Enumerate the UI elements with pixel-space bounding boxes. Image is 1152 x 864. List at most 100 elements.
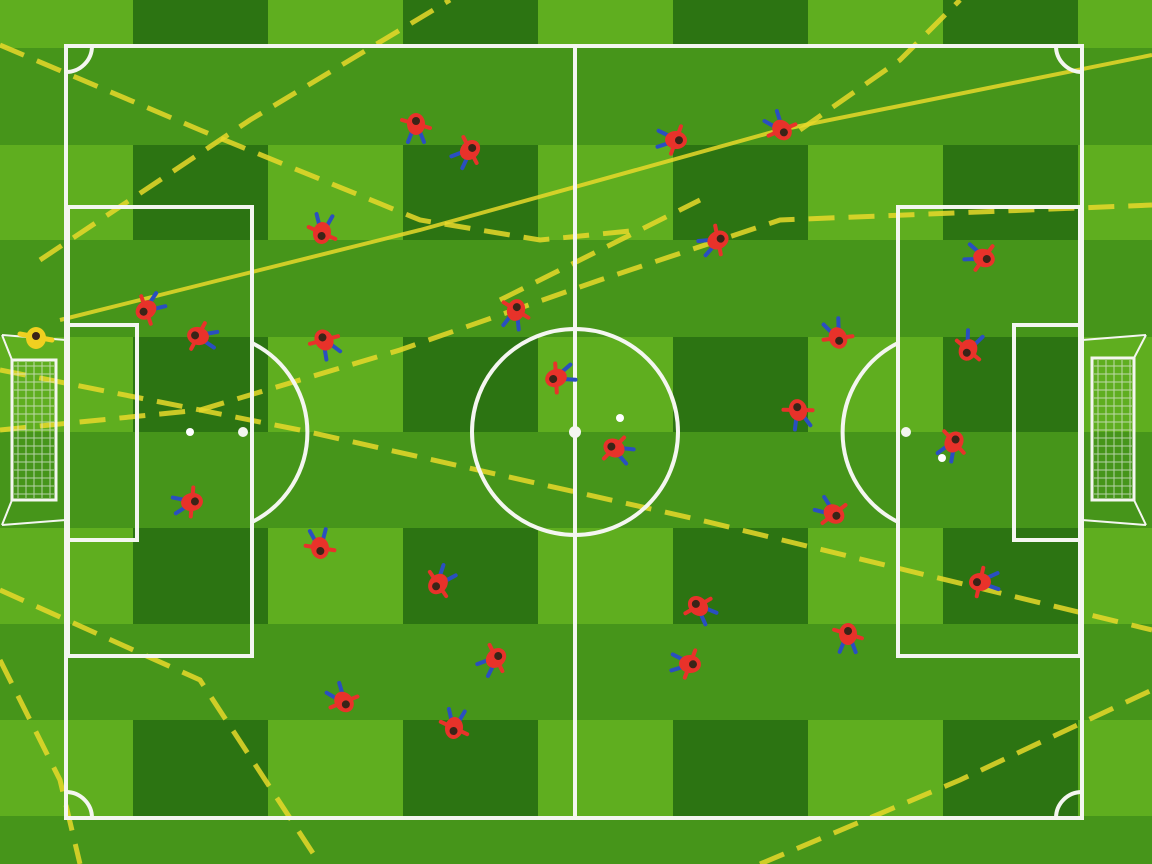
grass-tile	[133, 0, 269, 49]
grass-tile	[538, 528, 674, 625]
grass-tile	[673, 720, 809, 817]
grass-tile	[538, 48, 674, 146]
grass-tile	[808, 624, 944, 721]
grass-tile	[268, 528, 404, 625]
left-penalty-arc	[251, 341, 310, 524]
grass-tile	[673, 432, 809, 529]
grass-tile	[673, 624, 809, 721]
grass-tile	[1078, 720, 1152, 817]
grass-tile	[0, 816, 134, 864]
grass-tile	[403, 528, 539, 625]
grass-tile	[403, 337, 539, 433]
right-penalty-arc	[840, 341, 899, 524]
player	[962, 242, 995, 272]
corner-arc-bottom-left	[65, 790, 94, 819]
player	[438, 706, 470, 739]
grass-tile	[133, 816, 269, 864]
grass-tile	[808, 528, 944, 625]
grass-tile	[538, 720, 674, 817]
grass-tile	[808, 337, 944, 433]
ball	[616, 414, 624, 422]
pitch-markings	[64, 44, 1084, 820]
grass-tile	[133, 432, 269, 529]
player	[135, 291, 168, 326]
balls	[186, 414, 946, 462]
grass-tile	[1078, 816, 1152, 864]
grass-tile	[808, 720, 944, 817]
grass-tile	[268, 432, 404, 529]
corner-arc-top-right	[1054, 45, 1083, 74]
grass-tile	[403, 720, 539, 817]
grass-tile	[673, 145, 809, 241]
left-goal-area	[66, 323, 139, 542]
center-spot	[569, 426, 581, 438]
grass-tile	[1078, 528, 1152, 625]
goal-nets	[14, 360, 1132, 498]
grass-tile	[808, 240, 944, 338]
corner-arc-bottom-right	[1054, 790, 1083, 819]
grass-tile	[133, 528, 269, 625]
goalkeeper	[17, 327, 55, 349]
player	[832, 623, 864, 655]
player	[935, 429, 966, 464]
grass-tile	[133, 240, 269, 338]
player	[954, 328, 985, 362]
player	[655, 124, 687, 156]
grass-tile	[673, 816, 809, 864]
player	[501, 299, 531, 332]
grass-tile	[1078, 0, 1152, 49]
grass-tile	[403, 816, 539, 864]
movement-path	[0, 202, 1152, 433]
grass-tile	[808, 0, 944, 49]
player	[812, 494, 848, 525]
movement-path	[759, 687, 1152, 864]
players	[17, 108, 1001, 739]
grass-tile	[943, 240, 1079, 338]
right-goal-area	[1012, 323, 1082, 542]
player	[307, 329, 343, 362]
player	[821, 316, 855, 349]
grass-tile	[538, 240, 674, 338]
center-circle	[470, 327, 680, 537]
ball	[186, 428, 194, 436]
grass-tile	[538, 816, 674, 864]
grass-tile	[268, 816, 404, 864]
grass-tile	[268, 720, 404, 817]
grass-tile	[538, 0, 674, 49]
player	[303, 527, 337, 559]
grass-tile	[1078, 337, 1152, 433]
grass-tile	[943, 48, 1079, 146]
grass-tile	[943, 528, 1079, 625]
grass-tile	[403, 48, 539, 146]
right-goal	[1081, 334, 1147, 526]
movement-path	[38, 0, 452, 263]
movement-path	[498, 197, 702, 303]
player	[669, 648, 701, 680]
grass-tile	[673, 240, 809, 338]
player	[324, 680, 360, 713]
player	[170, 485, 203, 519]
corner-arc-top-left	[65, 45, 94, 74]
grass-tile	[403, 0, 539, 49]
movement-path	[59, 53, 1152, 322]
ball	[938, 454, 946, 462]
grass-tile	[538, 624, 674, 721]
grass-tile	[943, 816, 1079, 864]
movement-path	[0, 658, 83, 864]
grass-tile	[133, 145, 269, 241]
player	[545, 361, 578, 395]
player	[601, 435, 636, 466]
player	[400, 113, 432, 144]
grass-tile	[808, 48, 944, 146]
grass-tile	[943, 432, 1079, 529]
grass-tile	[268, 145, 404, 241]
grass-tile	[808, 816, 944, 864]
grass-tile	[673, 0, 809, 49]
grass-tile	[1078, 145, 1152, 241]
grass-tile	[0, 0, 134, 49]
right-penalty-spot	[901, 427, 911, 437]
grass-tile	[133, 720, 269, 817]
grass-tile	[403, 145, 539, 241]
player	[475, 642, 507, 678]
